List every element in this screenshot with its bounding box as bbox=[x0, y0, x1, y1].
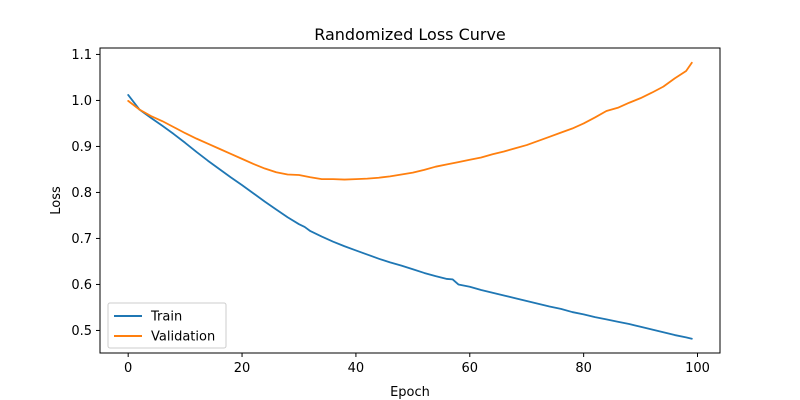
legend: Train Validation bbox=[107, 302, 227, 349]
y-tick-label: 1.0 bbox=[71, 94, 92, 109]
x-tick-label: 80 bbox=[575, 361, 592, 376]
x-tick-label: 0 bbox=[124, 361, 132, 376]
y-tick-label: 0.9 bbox=[71, 140, 92, 155]
legend-validation-label: Validation bbox=[151, 330, 215, 345]
x-tick-label: 40 bbox=[348, 361, 365, 376]
y-axis: 0.5 0.6 0.7 0.8 0.9 1.0 1.1 bbox=[71, 48, 100, 339]
y-tick-label: 1.1 bbox=[71, 48, 92, 63]
plot-lines bbox=[127, 61, 693, 340]
plot-frame bbox=[99, 47, 721, 354]
x-axis-label: Epoch bbox=[390, 385, 430, 400]
y-tick-label: 0.5 bbox=[71, 324, 92, 339]
series-line-train bbox=[127, 94, 693, 340]
x-tick-label: 20 bbox=[234, 361, 251, 376]
x-tick-label: 100 bbox=[685, 361, 710, 376]
x-axis: 0 20 40 60 80 100 bbox=[124, 353, 710, 376]
y-tick-label: 0.8 bbox=[71, 186, 92, 201]
chart-title: Randomized Loss Curve bbox=[314, 25, 506, 44]
y-tick-label: 0.7 bbox=[71, 232, 92, 247]
legend-train-label: Train bbox=[150, 310, 182, 325]
y-axis-label: Loss bbox=[49, 186, 64, 215]
y-tick-label: 0.6 bbox=[71, 278, 92, 293]
series-line-validation bbox=[127, 61, 693, 181]
x-tick-label: 60 bbox=[462, 361, 479, 376]
